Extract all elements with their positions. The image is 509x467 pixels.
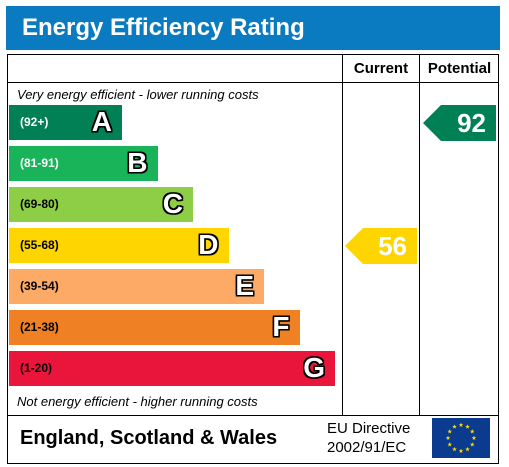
band-letter-g: G bbox=[303, 352, 325, 383]
band-b: (81-91) B bbox=[9, 146, 158, 181]
bottom-note: Not energy efficient - higher running co… bbox=[17, 394, 258, 409]
band-letter-a: A bbox=[91, 106, 112, 137]
header-divider bbox=[7, 82, 499, 83]
band-range-d: (55-68) bbox=[20, 238, 59, 252]
footer-divider bbox=[7, 415, 499, 416]
band-a: (92+) A bbox=[9, 105, 122, 140]
column-header-current: Current bbox=[353, 60, 409, 77]
band-letter-b: B bbox=[127, 147, 148, 178]
eu-directive-number: 2002/91/EC bbox=[327, 439, 407, 456]
band-letter-e: E bbox=[235, 270, 254, 301]
band-letter-f: F bbox=[272, 311, 290, 342]
band-range-g: (1-20) bbox=[20, 361, 53, 375]
band-range-c: (69-80) bbox=[20, 197, 59, 211]
band-c: (69-80) C bbox=[9, 187, 193, 222]
eu-directive-label: EU Directive bbox=[327, 420, 411, 437]
band-letter-d: D bbox=[198, 229, 219, 260]
band-range-e: (39-54) bbox=[20, 279, 59, 293]
potential-rating-arrow: 92 bbox=[423, 104, 496, 141]
rating-frame bbox=[7, 54, 499, 464]
band-range-b: (81-91) bbox=[20, 156, 59, 170]
band-range-f: (21-38) bbox=[20, 320, 59, 334]
eu-flag-icon bbox=[432, 418, 490, 458]
top-note: Very energy efficient - lower running co… bbox=[17, 87, 259, 102]
band-letter-c: C bbox=[162, 188, 183, 219]
column-divider-potential bbox=[419, 54, 420, 415]
band-f: (21-38) F bbox=[9, 310, 300, 345]
potential-rating-arrow-value: 92 bbox=[457, 107, 486, 138]
current-rating-arrow: 56 bbox=[345, 227, 417, 264]
band-e: (39-54) E bbox=[9, 269, 264, 304]
column-header-potential: Potential bbox=[427, 60, 492, 77]
band-g: (1-20) G bbox=[9, 351, 335, 386]
title-bar: Energy Efficiency Rating bbox=[6, 6, 500, 50]
current-rating-arrow-value: 56 bbox=[378, 230, 407, 261]
band-range-a: (92+) bbox=[20, 115, 49, 129]
column-divider-current bbox=[342, 54, 343, 415]
chart-title: Energy Efficiency Rating bbox=[22, 14, 305, 41]
band-d: (55-68) D bbox=[9, 228, 229, 263]
footer-region: England, Scotland & Wales bbox=[20, 427, 278, 449]
